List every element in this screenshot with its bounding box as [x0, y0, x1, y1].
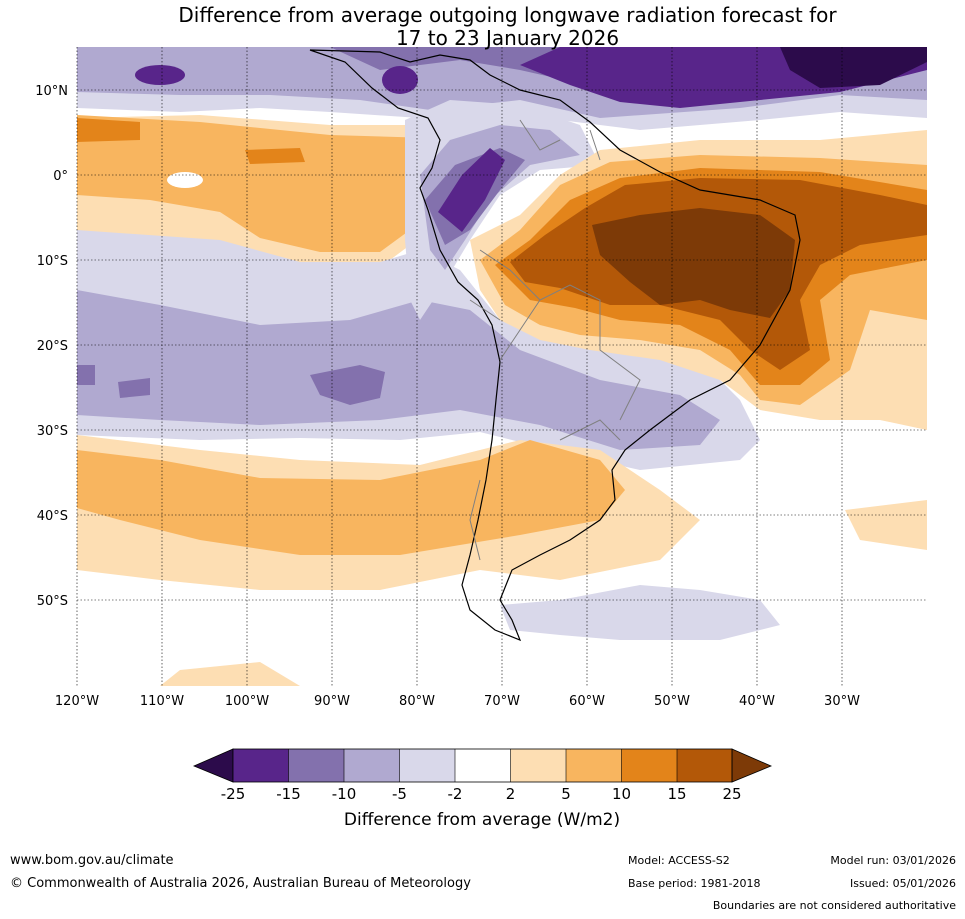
colorbar-tick: 25	[722, 785, 741, 803]
title-line-1: Difference from average outgoing longwav…	[178, 3, 837, 27]
colorbar-segment	[455, 749, 511, 782]
latitude-labels: 10°N 0° 10°S 20°S 30°S 40°S 50°S	[35, 84, 68, 609]
lat-label: 10°N	[35, 84, 68, 99]
eq-positive-mid	[77, 115, 435, 252]
base-period-text: Base period: 1981-2018	[628, 877, 761, 890]
disclaimer-text: Boundaries are not considered authoritat…	[712, 899, 956, 912]
tropic-negative-strong-1	[77, 365, 95, 385]
lat-label: 20°S	[37, 339, 68, 354]
copyright-text: © Commonwealth of Australia 2026, Austra…	[10, 876, 471, 891]
colorbar-segment	[677, 749, 732, 782]
colorbar-tick: 5	[561, 785, 571, 803]
brazil-positive-extreme	[592, 208, 795, 318]
website-link[interactable]: www.bom.gov.au/climate	[10, 853, 174, 868]
lon-label: 70°W	[484, 694, 520, 709]
country-borders	[469, 119, 641, 561]
colorbar-ticks: -25 -15 -10 -5 -2 2 5 10 15 25	[221, 785, 742, 803]
colorbar-segment	[288, 749, 344, 782]
tropic-negative-strong-2	[310, 365, 385, 405]
issued-text: Issued: 05/01/2026	[849, 877, 956, 890]
andes-negative-core	[438, 148, 505, 232]
lon-label: 90°W	[314, 694, 350, 709]
title-line-2: 17 to 23 January 2026	[395, 26, 620, 50]
colorbar-tick: -25	[221, 785, 246, 803]
graticule	[76, 47, 927, 686]
colorbar-min-extend	[192, 748, 234, 783]
lon-label: 100°W	[225, 694, 269, 709]
colorbar-segment	[399, 749, 455, 782]
longitude-labels: 120°W 110°W 100°W 90°W 80°W 70°W 60°W 50…	[55, 694, 860, 709]
eq-positive-strong-2	[245, 148, 305, 164]
colorbar-segment	[510, 749, 566, 782]
colorbar	[192, 748, 773, 783]
east-positive-light	[845, 500, 927, 550]
model-text: Model: ACCESS-S2	[628, 854, 730, 867]
colorbar-tick: 15	[667, 785, 686, 803]
colorbar-tick: -10	[332, 785, 357, 803]
model-run-text: Model run: 03/01/2026	[830, 854, 956, 867]
lon-label: 110°W	[140, 694, 184, 709]
colorbar-segment	[566, 749, 622, 782]
tropic-negative-mid	[77, 290, 720, 450]
lat-label: 30°S	[37, 424, 68, 439]
colorbar-segment	[621, 749, 677, 782]
lat-label: 10°S	[37, 254, 68, 269]
lon-label: 120°W	[55, 694, 99, 709]
tropic-negative-strong-3	[118, 378, 150, 398]
far-south-positive	[160, 662, 300, 686]
lon-label: 40°W	[739, 694, 775, 709]
colorbar-tick: -2	[448, 785, 463, 803]
lon-label: 60°W	[569, 694, 605, 709]
colorbar-label: Difference from average (W/m2)	[344, 810, 620, 830]
eq-positive-strong	[77, 118, 140, 142]
page-title: Difference from average outgoing longwav…	[0, 4, 965, 50]
colorbar-tick: 2	[506, 785, 516, 803]
south-america-coastline	[309, 49, 801, 642]
lon-label: 30°W	[824, 694, 860, 709]
lon-label: 80°W	[399, 694, 435, 709]
colorbar-tick: -15	[276, 785, 301, 803]
north-negative-extreme	[780, 47, 927, 88]
colorbar-tick: 10	[612, 785, 631, 803]
colorbar-max-extend	[731, 748, 773, 783]
colorbar-segment	[233, 749, 289, 782]
lat-label: 40°S	[37, 509, 68, 524]
colorbar-segment	[344, 749, 400, 782]
lat-label: 0°	[53, 169, 68, 184]
anomaly-field	[77, 47, 927, 686]
colorbar-tick: -5	[392, 785, 407, 803]
lon-label: 50°W	[654, 694, 690, 709]
south-negative-light	[500, 585, 780, 640]
lat-label: 50°S	[37, 594, 68, 609]
